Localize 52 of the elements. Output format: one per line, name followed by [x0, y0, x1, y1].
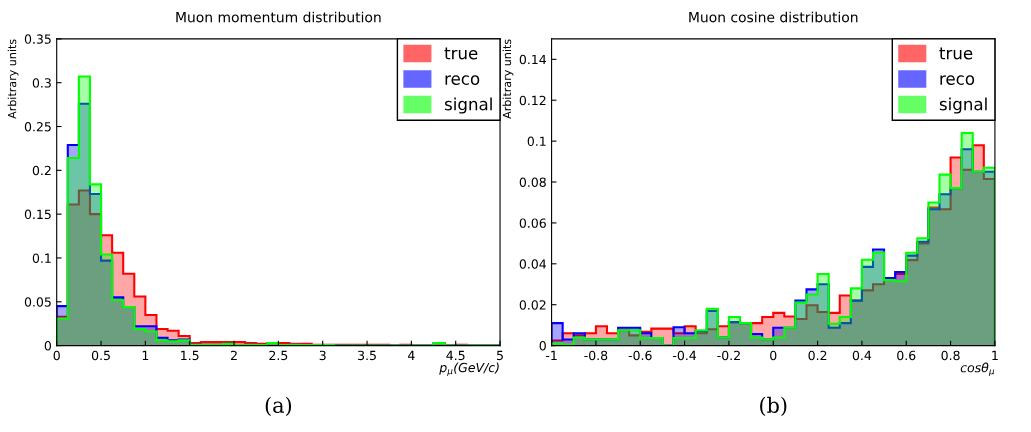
y-tick-label: 0.15 [24, 209, 51, 220]
x-tick-label: 0.5 [91, 350, 110, 361]
x-tick-label: 1.5 [181, 350, 199, 361]
y-tick-label: 0.08 [519, 177, 546, 187]
text: (a) [265, 396, 292, 416]
x-tick-label: -1 [545, 350, 557, 360]
x-tick-label: -0.8 [584, 350, 608, 361]
y-tick-label: 0.12 [519, 95, 546, 106]
y-tick-label: 0.04 [519, 259, 547, 269]
x-tick-label: -0.4 [673, 350, 697, 361]
x-tick-label: -0.2 [717, 350, 740, 361]
legend-label: reco [940, 75, 975, 85]
x-tick-label: 0.8 [941, 350, 960, 361]
x-tick-label: 0 [770, 350, 777, 361]
x-tick-label: 2.5 [269, 350, 288, 361]
x-tick-label: 3.5 [358, 350, 376, 361]
x-tick-label: 0.6 [897, 350, 916, 361]
x-tick-label: 1 [142, 350, 149, 360]
x-tick-label: 2 [230, 350, 237, 360]
x-axis-title: cosθ$_{μ}$ [960, 362, 995, 377]
x-tick-label: 4 [408, 350, 415, 360]
text: (b) [760, 396, 787, 416]
x-tick-label: 0.2 [808, 350, 827, 361]
legend-label: reco [445, 75, 480, 85]
legend-label: true [939, 47, 973, 60]
x-tick-label: -0.6 [628, 350, 652, 361]
legend-label: signal [444, 97, 492, 114]
y-axis-title: Arbitrary units [502, 39, 514, 119]
x-tick-label: 5 [497, 350, 503, 361]
y-tick-label: 0 [539, 341, 546, 351]
legend-label: signal [939, 97, 987, 114]
y-tick-label: 0.05 [24, 297, 51, 307]
y-tick-label: 0.3 [32, 78, 51, 88]
y-axis-title: Arbitrary units [7, 39, 19, 119]
chart-title: Muon momentum distribution [176, 11, 381, 23]
y-tick-label: 0.25 [24, 121, 51, 132]
legend-label: true [444, 47, 478, 60]
chart-title: Muon cosine distribution [689, 11, 858, 23]
y-tick-label: 0.35 [24, 34, 51, 44]
x-tick-label: 0.4 [852, 350, 872, 361]
x-tick-label: 3 [319, 350, 326, 361]
y-tick-label: 0.1 [527, 136, 546, 147]
x-tick-label: 4.5 [446, 350, 465, 361]
y-tick-label: 0.1 [32, 253, 51, 263]
y-tick-label: 0.06 [519, 218, 546, 228]
x-axis-title: p$_{μ}$(GeV/c) [439, 362, 499, 376]
x-tick-label: 0 [53, 350, 60, 361]
y-tick-label: 0 [44, 341, 52, 351]
y-tick-label: 0.02 [519, 300, 546, 310]
x-tick-label: 1 [992, 350, 998, 360]
y-tick-label: 0.14 [519, 54, 547, 65]
y-tick-label: 0.2 [32, 165, 51, 176]
